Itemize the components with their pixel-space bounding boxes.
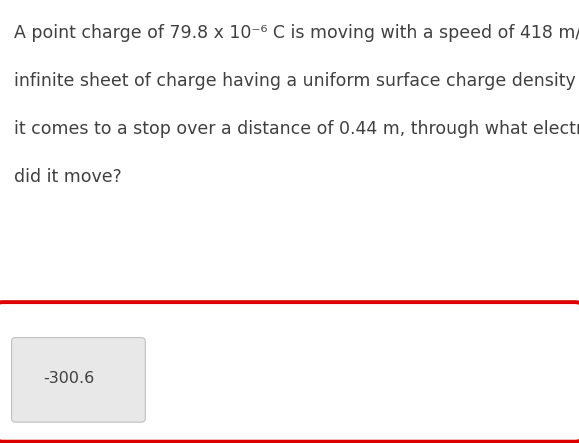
Text: infinite sheet of charge having a uniform surface charge density of -12.1 x 10⁻⁹: infinite sheet of charge having a unifor… (14, 72, 579, 90)
Text: A point charge of 79.8 x 10⁻⁶ C is moving with a speed of 418 m/s away an isolat: A point charge of 79.8 x 10⁻⁶ C is movin… (14, 24, 579, 43)
Text: it comes to a stop over a distance of 0.44 m, through what electric potential di: it comes to a stop over a distance of 0.… (14, 120, 579, 138)
FancyBboxPatch shape (12, 338, 145, 422)
FancyBboxPatch shape (0, 302, 579, 442)
Text: did it move?: did it move? (14, 168, 122, 186)
Text: -300.6: -300.6 (43, 371, 95, 386)
